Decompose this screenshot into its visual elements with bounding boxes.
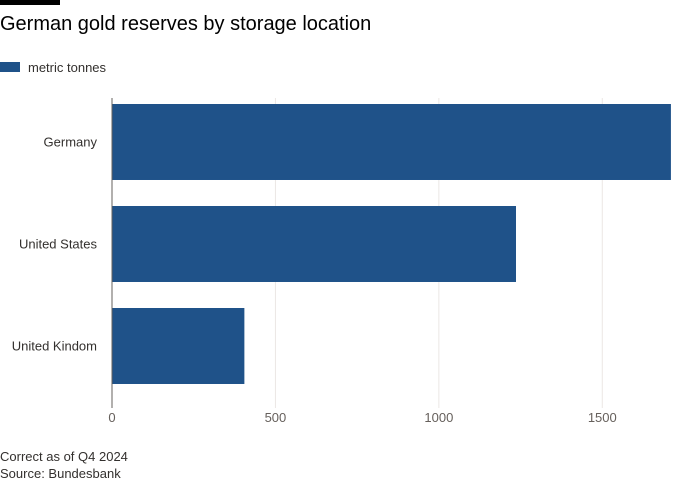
x-tick-label: 0 [108, 410, 115, 425]
header-accent-bar [0, 0, 60, 5]
y-category-label: United Kindom [12, 338, 97, 353]
footer-note: Correct as of Q4 2024 [0, 449, 128, 464]
bar [112, 206, 516, 282]
legend-swatch [0, 62, 20, 72]
footer-source: Source: Bundesbank [0, 466, 121, 481]
chart-footer: Correct as of Q4 2024 Source: Bundesbank [0, 448, 128, 482]
x-tick-label: 1000 [424, 410, 453, 425]
bar [112, 308, 245, 384]
y-category-label: United States [19, 236, 98, 251]
x-tick-label: 1500 [588, 410, 617, 425]
legend-label: metric tonnes [28, 59, 107, 75]
x-tick-label: 500 [265, 410, 287, 425]
y-category-label: Germany [44, 134, 98, 149]
bar-chart: 0 500 1000 1500 Germany United States United K… [12, 98, 671, 425]
legend: metric tonnes [0, 58, 106, 76]
bar [112, 104, 671, 180]
chart-title: German gold reserves by storage location [0, 13, 372, 35]
